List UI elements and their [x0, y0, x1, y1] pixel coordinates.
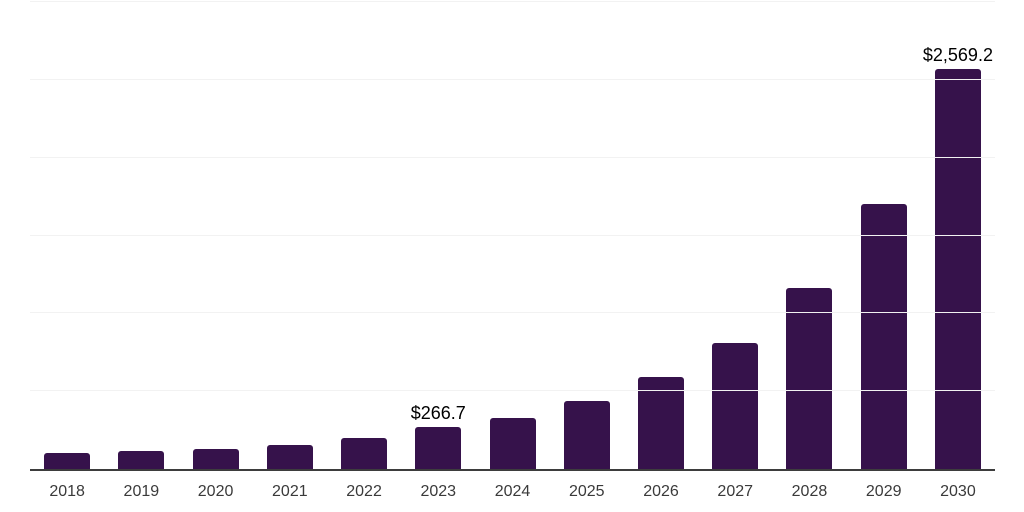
x-tick-label-2029: 2029 [865, 483, 902, 500]
bar-slot [178, 0, 252, 469]
bar-slot [772, 0, 846, 469]
x-tick-label-2023: 2023 [420, 483, 457, 500]
bar-2020 [192, 448, 239, 469]
x-tick-label-2024: 2024 [494, 483, 531, 500]
x-tick-label-2022: 2022 [346, 483, 382, 500]
bar-slot: $2,569.2 [921, 0, 995, 469]
x-tick-label-2027: 2027 [717, 483, 754, 500]
x-tick-label-2030: 2030 [940, 483, 976, 500]
bars-container: $266.7 $2,569.2 [30, 0, 995, 469]
gridline [30, 234, 995, 236]
gridline [30, 312, 995, 314]
bar-slot [847, 0, 921, 469]
bar-slot [698, 0, 772, 469]
bar-slot [475, 0, 549, 469]
x-tick-label-2028: 2028 [791, 483, 828, 500]
bar-2018 [44, 453, 91, 469]
bar-2024 [489, 417, 536, 469]
bar-value-label-2030: $2,569.2 [922, 45, 993, 66]
plot-area: $266.7 $2,569.2 [30, 0, 995, 469]
bar-2027 [712, 342, 759, 469]
bar-2030: $2,569.2 [923, 46, 993, 469]
x-tick-label-2018: 2018 [49, 483, 85, 500]
bar-value-label-2023: $266.7 [410, 403, 466, 424]
bar-2028 [786, 288, 833, 469]
gridline [30, 78, 995, 80]
bar-slot [624, 0, 698, 469]
bar-slot [253, 0, 327, 469]
x-tick-label-2019: 2019 [123, 483, 160, 500]
bar-2022 [341, 437, 388, 469]
bar-slot [104, 0, 178, 469]
gridline [30, 390, 995, 392]
x-tick-label-2026: 2026 [643, 483, 679, 500]
gridline [30, 1, 995, 2]
x-axis-line [30, 469, 995, 471]
bar-slot: $266.7 [401, 0, 475, 469]
x-tick-label-2020: 2020 [197, 483, 234, 500]
bar-2029 [860, 204, 907, 469]
bar-2025 [563, 401, 610, 469]
bar-slot [550, 0, 624, 469]
x-axis-labels: 2018 2019 2020 2021 2022 2023 2024 2025 2026 2027… [30, 484, 995, 500]
gridline [30, 156, 995, 158]
bar-2021 [266, 444, 313, 469]
x-tick-label-2025: 2025 [568, 483, 605, 500]
bar-slot [327, 0, 401, 469]
bar-2026 [637, 377, 684, 469]
x-tick-label-2021: 2021 [272, 483, 308, 500]
bar-2023: $266.7 [411, 404, 466, 469]
bar-2019 [118, 451, 165, 469]
bar-slot [30, 0, 104, 469]
